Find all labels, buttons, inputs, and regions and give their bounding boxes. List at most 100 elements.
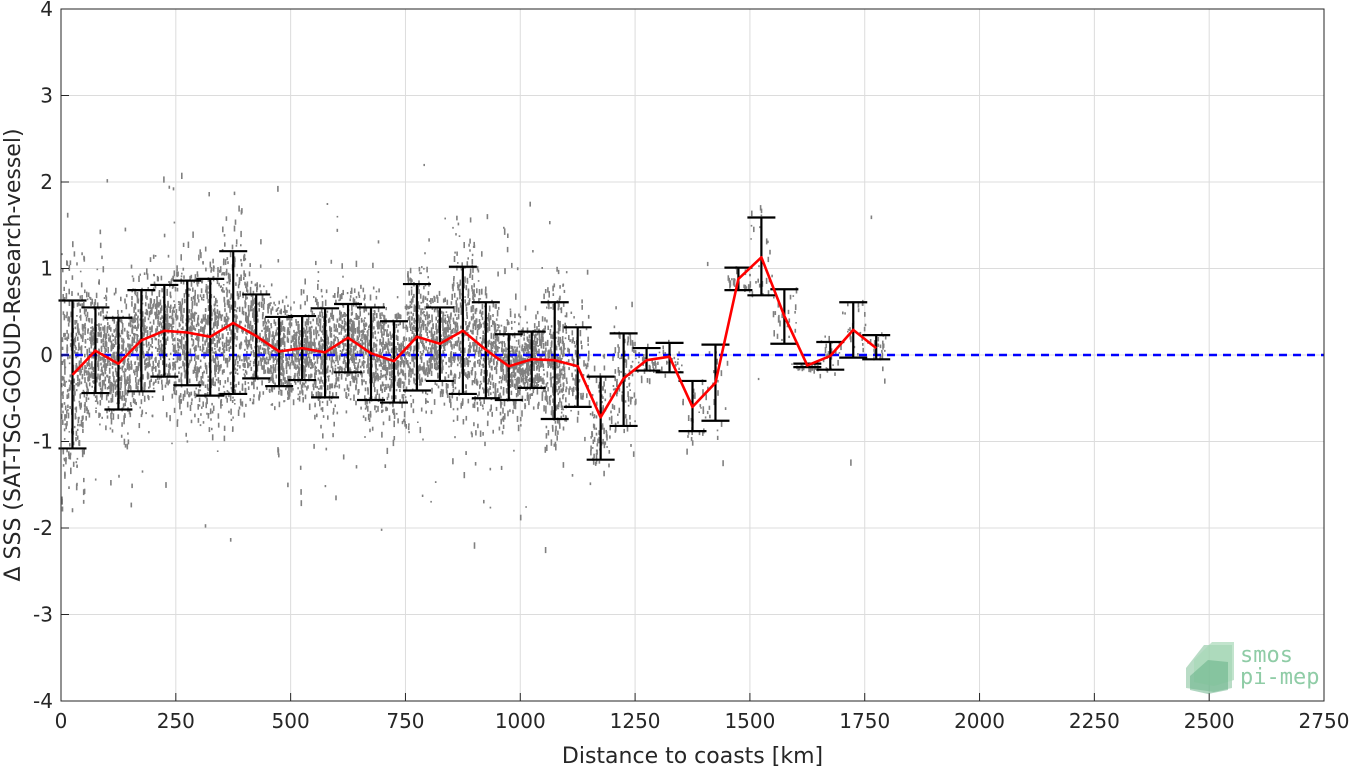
scatter-point — [322, 369, 324, 375]
scatter-point — [86, 411, 89, 414]
scatter-point — [487, 318, 490, 322]
scatter-point — [486, 369, 488, 376]
scatter-point — [67, 317, 69, 322]
scatter-point — [206, 412, 208, 415]
scatter-point — [503, 226, 505, 229]
scatter-point — [258, 396, 260, 401]
scatter-point — [435, 366, 437, 371]
scatter-point — [367, 328, 370, 330]
scatter-point — [131, 324, 134, 331]
scatter-point — [411, 322, 413, 326]
scatter-point — [401, 421, 404, 425]
scatter-point — [330, 343, 332, 350]
scatter-point — [63, 459, 66, 462]
scatter-point — [338, 317, 341, 321]
scatter-point — [411, 355, 413, 362]
scatter-point — [265, 338, 267, 343]
scatter-point — [417, 342, 420, 347]
scatter-point — [404, 326, 406, 329]
scatter-point — [134, 361, 136, 365]
scatter-point — [100, 373, 103, 376]
scatter-point — [221, 289, 223, 292]
scatter-point — [121, 391, 124, 397]
scatter-point — [152, 319, 155, 325]
scatter-point — [183, 354, 186, 361]
scatter-point — [345, 352, 348, 356]
scatter-point — [460, 402, 462, 409]
scatter-point — [235, 239, 238, 245]
scatter-point — [229, 381, 232, 386]
scatter-point — [152, 387, 155, 390]
scatter-point — [409, 300, 412, 304]
scatter-point — [119, 390, 122, 396]
scatter-point — [129, 412, 132, 418]
scatter-point — [103, 346, 106, 349]
scatter-point — [431, 307, 434, 310]
scatter-point — [454, 251, 456, 254]
scatter-point — [383, 364, 385, 371]
scatter-point — [299, 331, 301, 336]
scatter-point — [113, 355, 116, 360]
scatter-point — [236, 291, 239, 297]
scatter-point — [67, 404, 69, 409]
scatter-point — [332, 411, 335, 415]
scatter-point — [260, 352, 262, 355]
scatter-point — [314, 383, 317, 388]
scatter-point — [374, 330, 376, 335]
scatter-point — [491, 374, 494, 381]
scatter-point — [115, 356, 118, 361]
scatter-point — [194, 289, 196, 297]
scatter-point — [433, 308, 436, 313]
scatter-point — [237, 409, 240, 416]
scatter-point — [390, 378, 393, 386]
scatter-point — [257, 318, 259, 323]
scatter-point — [459, 293, 461, 300]
scatter-point — [494, 341, 497, 346]
scatter-point — [222, 353, 225, 357]
scatter-point — [308, 374, 310, 381]
scatter-point — [259, 345, 262, 350]
scatter-point — [186, 391, 189, 394]
scatter-point — [390, 374, 393, 379]
scatter-point — [344, 343, 347, 347]
scatter-point — [469, 321, 471, 325]
scatter-point — [222, 284, 225, 286]
scatter-point — [76, 435, 79, 440]
scatter-point — [306, 295, 308, 302]
scatter-point — [125, 294, 128, 298]
scatter-point — [299, 390, 301, 395]
scatter-point — [121, 344, 123, 350]
scatter-point — [289, 316, 291, 322]
scatter-point — [264, 348, 267, 355]
scatter-point — [383, 344, 386, 350]
scatter-point — [407, 275, 409, 281]
scatter-point — [377, 358, 379, 363]
scatter-point — [494, 345, 496, 349]
scatter-point — [285, 369, 288, 374]
scatter-point — [137, 309, 140, 313]
scatter-point — [411, 317, 413, 320]
scatter-point — [130, 344, 132, 350]
scatter-point — [65, 380, 68, 383]
scatter-point — [196, 274, 199, 277]
scatter-point — [329, 369, 331, 373]
scatter-point — [460, 305, 463, 312]
scatter-point — [205, 319, 207, 325]
scatter-point — [182, 242, 185, 247]
scatter-point — [270, 302, 272, 304]
scatter-point — [124, 402, 126, 407]
scatter-point — [449, 334, 451, 338]
scatter-point — [249, 360, 252, 363]
scatter-point — [514, 403, 517, 410]
scatter-point — [432, 334, 434, 341]
scatter-point — [349, 318, 352, 323]
scatter-point — [385, 386, 388, 390]
scatter-point — [354, 375, 357, 381]
scatter-point — [236, 307, 239, 310]
scatter-point — [253, 330, 255, 336]
scatter-point — [252, 290, 255, 296]
scatter-point — [444, 349, 446, 351]
scatter-point — [467, 398, 470, 404]
scatter-point — [491, 411, 493, 417]
scatter-point — [246, 351, 248, 354]
